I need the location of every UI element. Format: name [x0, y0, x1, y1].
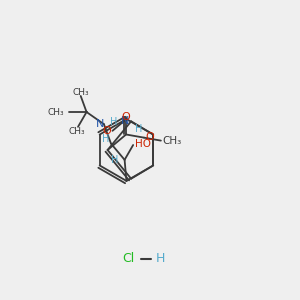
Text: O: O: [102, 126, 111, 136]
Text: CH₃: CH₃: [48, 107, 64, 116]
Text: Cl: Cl: [122, 252, 134, 266]
Text: O: O: [145, 132, 154, 142]
Text: H: H: [135, 124, 143, 134]
Text: H: H: [112, 155, 119, 165]
Text: CH₃: CH₃: [162, 136, 182, 146]
Text: N: N: [121, 116, 129, 126]
Text: H: H: [156, 252, 165, 266]
Text: H: H: [110, 117, 117, 127]
Text: HO: HO: [135, 139, 151, 148]
Text: CH₃: CH₃: [68, 127, 85, 136]
Text: H: H: [102, 134, 110, 144]
Text: CH₃: CH₃: [72, 88, 89, 97]
Text: O: O: [122, 112, 130, 122]
Text: N: N: [96, 118, 104, 129]
